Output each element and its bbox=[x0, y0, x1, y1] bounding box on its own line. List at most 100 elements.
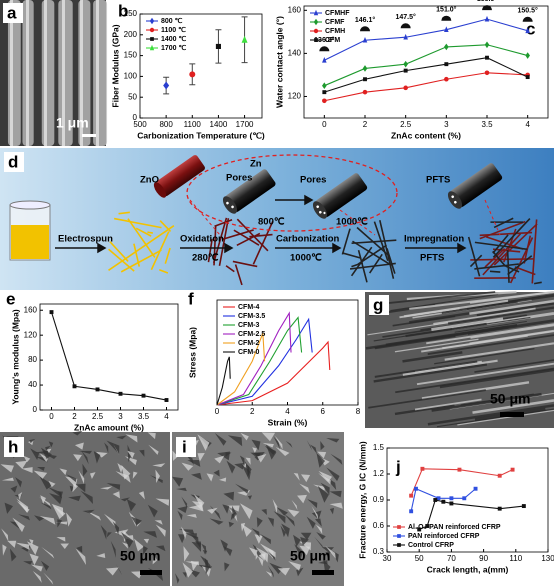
legend-marker bbox=[313, 9, 319, 16]
series-line bbox=[216, 340, 331, 406]
texture bbox=[23, 455, 31, 463]
texture bbox=[265, 444, 277, 460]
mesh-fiber bbox=[236, 232, 261, 247]
texture bbox=[112, 521, 120, 536]
texture bbox=[454, 320, 527, 333]
mesh-fiber bbox=[159, 220, 172, 232]
texture bbox=[33, 470, 48, 479]
texture bbox=[112, 491, 120, 499]
texture bbox=[32, 571, 42, 583]
texture bbox=[320, 482, 330, 495]
marker bbox=[215, 43, 221, 49]
mesh-fiber bbox=[469, 254, 483, 268]
x-tick-label: 4 bbox=[285, 407, 290, 416]
texture bbox=[0, 464, 14, 473]
mesh-fiber bbox=[479, 220, 526, 240]
texture bbox=[29, 553, 39, 566]
texture bbox=[46, 448, 52, 454]
marker bbox=[164, 398, 169, 402]
texture bbox=[394, 338, 479, 353]
step-label: Electrospun bbox=[58, 234, 113, 245]
marker bbox=[521, 504, 526, 509]
value-label: 155.9° bbox=[477, 0, 498, 3]
mesh-fiber bbox=[150, 231, 170, 271]
mesh-fiber bbox=[342, 252, 362, 259]
texture bbox=[40, 560, 50, 571]
texture bbox=[470, 324, 554, 339]
texture bbox=[152, 553, 158, 565]
texture bbox=[252, 447, 257, 454]
texture bbox=[431, 317, 504, 332]
droplet bbox=[319, 46, 330, 52]
texture bbox=[195, 541, 202, 548]
fiber-label: Pores bbox=[226, 173, 252, 184]
mesh-fiber bbox=[158, 269, 169, 274]
mesh-fiber bbox=[225, 265, 235, 273]
texture bbox=[239, 503, 253, 520]
texture bbox=[472, 399, 554, 414]
marker bbox=[497, 473, 502, 478]
marker bbox=[322, 82, 327, 89]
texture bbox=[213, 469, 220, 477]
texture bbox=[251, 527, 260, 538]
scale-bar bbox=[500, 412, 524, 417]
texture bbox=[368, 389, 486, 409]
mesh-fiber bbox=[341, 228, 351, 255]
step-label: Impregnation bbox=[404, 234, 464, 245]
texture bbox=[10, 485, 18, 493]
mesh-fiber bbox=[467, 236, 481, 277]
texture bbox=[293, 472, 300, 481]
legend-marker bbox=[149, 44, 155, 51]
texture bbox=[207, 507, 218, 514]
mesh-fiber bbox=[351, 261, 364, 268]
fiber-zno bbox=[153, 155, 205, 198]
texture bbox=[259, 533, 271, 545]
texture bbox=[15, 477, 23, 488]
scale-bar-label: 50 μm bbox=[490, 391, 530, 407]
texture bbox=[47, 486, 62, 498]
texture bbox=[301, 474, 311, 483]
texture bbox=[315, 518, 322, 527]
texture bbox=[96, 451, 108, 458]
texture bbox=[57, 491, 63, 499]
fiber bbox=[93, 0, 108, 146]
texture bbox=[272, 499, 278, 514]
marker bbox=[497, 506, 502, 511]
texture bbox=[117, 462, 123, 474]
mesh-fiber bbox=[506, 250, 510, 283]
series-line bbox=[410, 468, 513, 496]
texture bbox=[467, 319, 554, 335]
legend-marker bbox=[397, 525, 401, 529]
texture bbox=[277, 567, 290, 576]
texture bbox=[421, 334, 528, 353]
x-tick-label: 0 bbox=[49, 412, 54, 421]
texture bbox=[57, 519, 63, 528]
texture bbox=[245, 457, 251, 465]
mesh-fiber bbox=[484, 247, 506, 268]
label-box bbox=[369, 295, 389, 315]
scale-bar-label: 50 μm bbox=[120, 548, 160, 564]
texture bbox=[329, 507, 335, 515]
mesh-fiber bbox=[222, 229, 254, 241]
texture bbox=[80, 490, 93, 505]
marker bbox=[444, 62, 449, 67]
texture bbox=[60, 543, 69, 549]
texture bbox=[4, 502, 14, 514]
texture bbox=[106, 440, 120, 455]
texture bbox=[209, 505, 221, 521]
series-line bbox=[324, 44, 528, 87]
texture bbox=[127, 450, 135, 459]
texture bbox=[226, 460, 236, 474]
texture bbox=[441, 300, 518, 314]
legend-label: CFMF bbox=[325, 19, 345, 26]
texture bbox=[306, 440, 312, 451]
texture bbox=[265, 571, 272, 577]
mesh-fiber bbox=[236, 218, 269, 252]
x-tick-label: 4 bbox=[164, 412, 169, 421]
texture bbox=[291, 499, 298, 510]
marker bbox=[449, 496, 454, 501]
texture bbox=[39, 516, 56, 525]
texture bbox=[257, 453, 267, 463]
texture bbox=[82, 463, 88, 477]
marker bbox=[485, 55, 489, 60]
